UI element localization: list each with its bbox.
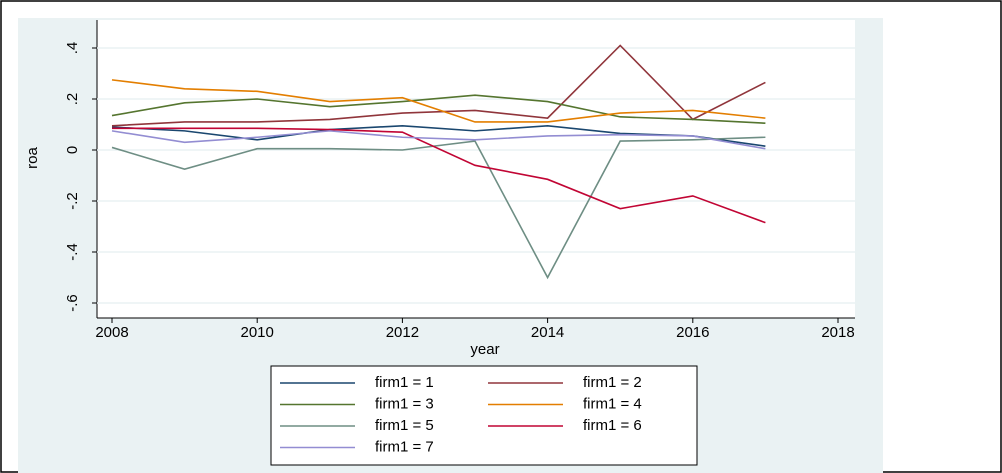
series-line xyxy=(111,44,766,127)
legend-label: firm1 = 3 xyxy=(375,395,434,412)
legend xyxy=(270,365,698,466)
y-tick-label: 0 xyxy=(64,146,81,154)
y-tick-label: .4 xyxy=(64,42,81,55)
series-line xyxy=(111,94,766,125)
y-tick-label: .2 xyxy=(64,93,81,106)
legend-label: firm1 = 4 xyxy=(583,395,642,412)
y-tick-label: -.2 xyxy=(64,192,81,210)
x-tick-label: 2016 xyxy=(676,324,709,341)
y-tick-label: -.4 xyxy=(64,243,81,261)
series-line xyxy=(112,127,766,224)
y-tick-label: -.6 xyxy=(64,294,81,312)
series-line xyxy=(111,130,766,150)
legend-label: firm1 = 6 xyxy=(583,417,642,434)
x-tick-label: 2018 xyxy=(821,324,854,341)
x-tick-label: 2010 xyxy=(241,324,274,341)
series-line xyxy=(111,79,766,123)
legend-label: firm1 = 5 xyxy=(375,417,434,434)
x-tick-label: 2012 xyxy=(386,324,419,341)
legend-label: firm1 = 1 xyxy=(375,374,434,391)
x-axis-label: year xyxy=(470,341,499,358)
series-line xyxy=(111,136,766,280)
y-axis-label: roa xyxy=(24,147,41,169)
plot-region xyxy=(97,20,855,318)
legend-label: firm1 = 7 xyxy=(375,438,434,455)
legend-label: firm1 = 2 xyxy=(583,374,642,391)
x-tick-label: 2014 xyxy=(531,324,564,341)
x-tick-label: 2008 xyxy=(95,324,128,341)
